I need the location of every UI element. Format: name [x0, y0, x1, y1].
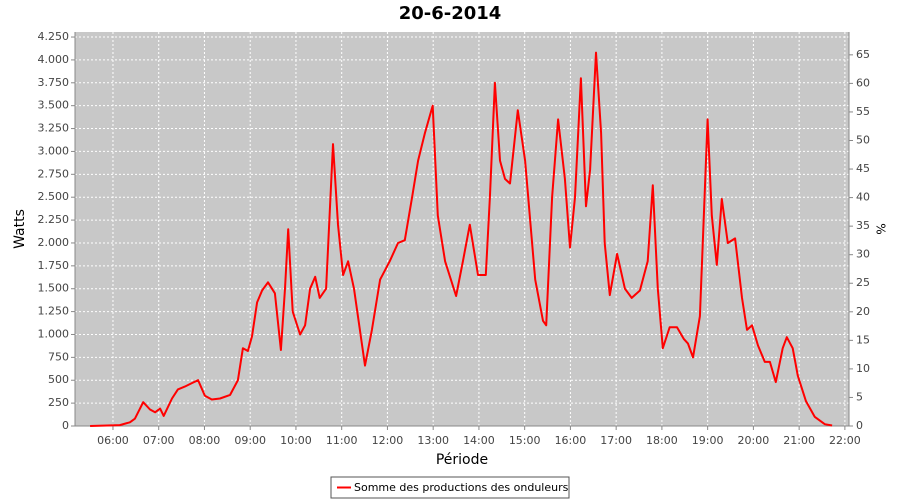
y-tick-label: 1.500 [38, 282, 70, 295]
y2-tick-label: 50 [856, 133, 870, 146]
y-tick-label: 2.500 [38, 190, 70, 203]
y-tick-label: 250 [48, 396, 69, 409]
x-tick-label: 16:00 [555, 434, 587, 447]
y-tick-label: 1.000 [38, 327, 70, 340]
y2-tick-label: 10 [856, 362, 870, 375]
y2-tick-label: 60 [856, 76, 870, 89]
y2-tick-label: 65 [856, 48, 870, 61]
y-tick-label: 1.250 [38, 305, 70, 318]
x-tick-label: 13:00 [417, 434, 449, 447]
y-tick-label: 4.250 [38, 30, 70, 43]
y-tick-label: 2.000 [38, 236, 70, 249]
x-tick-label: 21:00 [783, 434, 815, 447]
x-tick-label: 12:00 [372, 434, 404, 447]
y-tick-label: 500 [48, 373, 69, 386]
x-tick-label: 06:00 [97, 434, 129, 447]
y-tick-label: 1.750 [38, 259, 70, 272]
x-tick-label: 20:00 [738, 434, 770, 447]
legend-label: Somme des productions des onduleurs [354, 481, 569, 494]
y-tick-label: 3.750 [38, 76, 70, 89]
y2-tick-label: 40 [856, 191, 870, 204]
y-tick-label: 2.250 [38, 213, 70, 226]
x-axis-label: Période [436, 452, 488, 468]
y2-tick-label: 20 [856, 305, 870, 318]
legend [330, 476, 570, 499]
x-tick-label: 11:00 [326, 434, 358, 447]
chart-title: 20-6-2014 [399, 3, 502, 24]
y2-tick-label: 25 [856, 276, 870, 289]
y-axis-label: Watts [12, 209, 28, 249]
plot-area [75, 32, 849, 426]
y2-tick-label: 5 [856, 390, 863, 403]
x-tick-label: 08:00 [189, 434, 221, 447]
y-tick-label: 750 [48, 350, 69, 363]
x-tick-label: 22:00 [829, 434, 861, 447]
y-tick-label: 3.500 [38, 99, 70, 112]
data-line [90, 51, 833, 427]
y2-tick-label: 55 [856, 105, 870, 118]
y-tick-label: 3.000 [38, 144, 70, 157]
x-tick-label: 17:00 [600, 434, 632, 447]
x-tick-label: 10:00 [280, 434, 312, 447]
y2-tick-label: 35 [856, 219, 870, 232]
x-tick-label: 14:00 [463, 434, 495, 447]
y-tick-label: 0 [62, 419, 69, 432]
y2-tick-label: 45 [856, 162, 870, 175]
x-tick-label: 15:00 [509, 434, 541, 447]
x-tick-label: 18:00 [646, 434, 678, 447]
x-tick-label: 09:00 [234, 434, 266, 447]
y2-tick-label: 30 [856, 248, 870, 261]
y-tick-label: 2.750 [38, 167, 70, 180]
y-tick-label: 4.000 [38, 53, 70, 66]
y2-tick-label: 15 [856, 333, 870, 346]
y-tick-label: 3.250 [38, 122, 70, 135]
y2-axis-label: % [874, 223, 888, 234]
x-tick-label: 07:00 [143, 434, 175, 447]
x-tick-label: 19:00 [692, 434, 724, 447]
y2-tick-label: 0 [856, 419, 863, 432]
